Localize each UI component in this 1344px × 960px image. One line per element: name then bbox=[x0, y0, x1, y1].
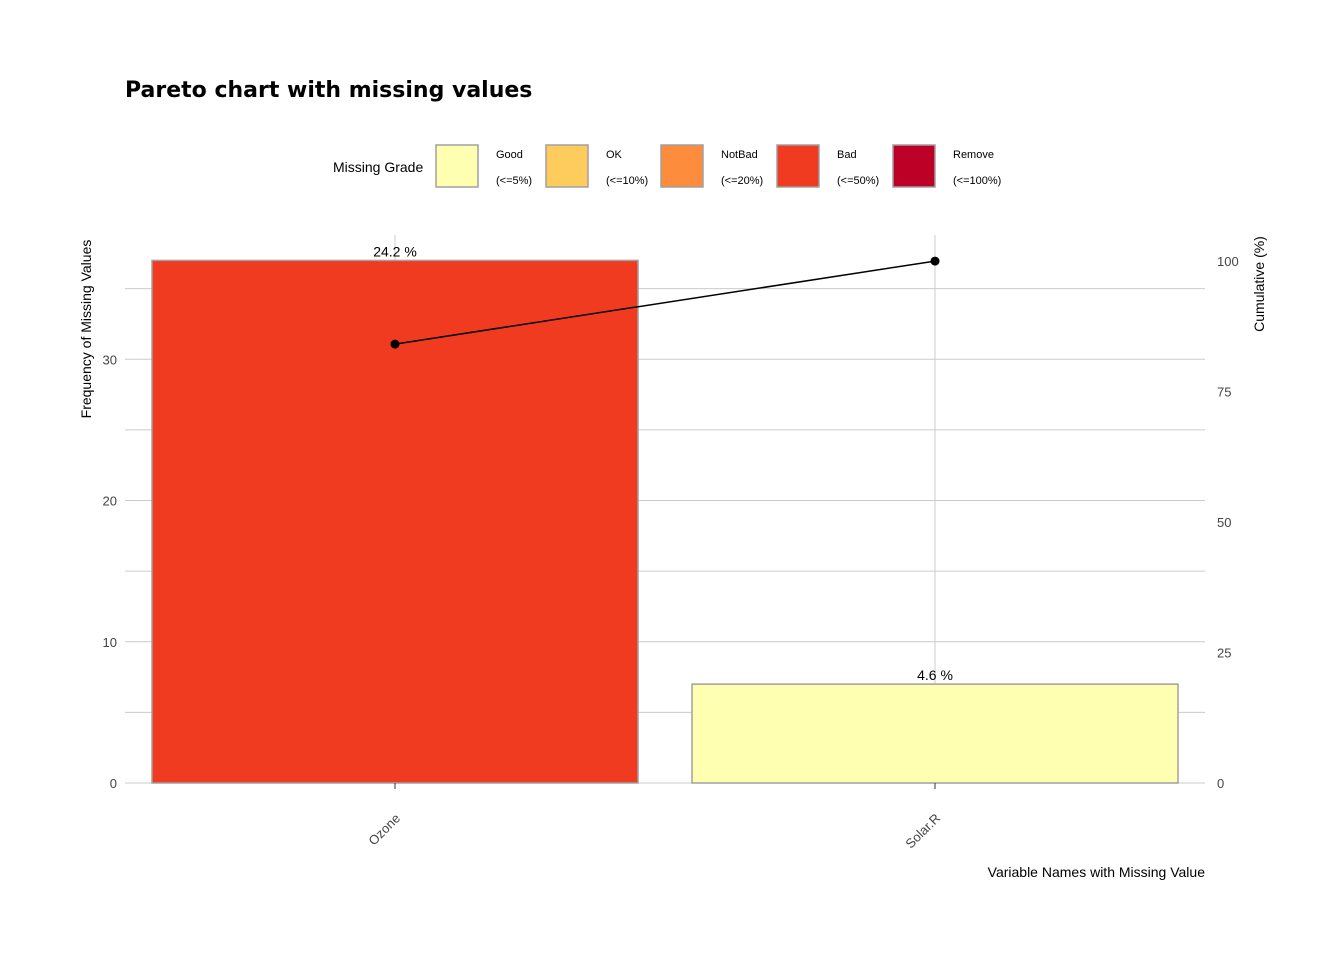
y-tick-label: 30 bbox=[103, 352, 117, 367]
legend-item-name: OK bbox=[606, 149, 623, 161]
y2-tick-label: 100 bbox=[1217, 254, 1239, 269]
legend-title: Missing Grade bbox=[333, 159, 423, 175]
y-axis-title: Frequency of Missing Values bbox=[78, 240, 94, 419]
legend-key-good bbox=[435, 144, 479, 188]
legend-item-range: (<=5%) bbox=[496, 175, 532, 187]
legend-item-name: Remove bbox=[953, 149, 994, 161]
cumulative-line bbox=[390, 256, 940, 349]
bar-solar-r bbox=[691, 683, 1179, 784]
x-axis: Ozone Solar.R bbox=[365, 783, 943, 851]
y2-tick-label: 50 bbox=[1217, 515, 1231, 530]
y-tick-label: 20 bbox=[103, 494, 117, 509]
bar-ozone bbox=[151, 259, 639, 784]
x-tick-label: Ozone bbox=[365, 811, 403, 849]
legend-item-name: NotBad bbox=[721, 149, 758, 161]
bars bbox=[151, 259, 1179, 784]
legend-key-remove bbox=[892, 144, 936, 188]
y2-tick-label: 75 bbox=[1217, 385, 1231, 400]
cumulative-line-path bbox=[394, 260, 936, 345]
legend-item-range: (<=50%) bbox=[837, 175, 879, 187]
legend-key-bad bbox=[776, 144, 820, 188]
y-tick-label: 10 bbox=[103, 635, 117, 650]
y-tick-label: 0 bbox=[110, 776, 117, 791]
x-tick-label: Solar.R bbox=[902, 811, 943, 852]
legend-item-range: (<=100%) bbox=[953, 175, 1001, 187]
cumulative-point bbox=[390, 339, 400, 349]
y2-tick-label: 0 bbox=[1217, 776, 1224, 791]
legend-item-range: (<=20%) bbox=[721, 175, 763, 187]
y2-axis-title: Cumulative (%) bbox=[1251, 236, 1267, 332]
legend-key-notbad bbox=[660, 144, 704, 188]
bar-labels: 24.2 % 4.6 % bbox=[373, 243, 953, 683]
y2-tick-label: 25 bbox=[1217, 646, 1231, 661]
legend-item-name: Good bbox=[496, 149, 523, 161]
legend: Missing Grade Good (<=5%) OK (<=10%) NotBad (… bbox=[333, 144, 1001, 188]
legend-item-range: (<=10%) bbox=[606, 175, 648, 187]
bar-value-label: 24.2 % bbox=[373, 243, 417, 259]
legend-key-ok bbox=[545, 144, 589, 188]
x-axis-title: Variable Names with Missing Value bbox=[988, 864, 1206, 880]
y-axis: 0 10 20 30 bbox=[103, 352, 117, 791]
bar-value-label: 4.6 % bbox=[917, 667, 953, 683]
y2-axis: 0 25 50 75 100 bbox=[1217, 254, 1239, 791]
cumulative-point bbox=[930, 256, 940, 266]
legend-item-name: Bad bbox=[837, 149, 857, 161]
chart-title: Pareto chart with missing values bbox=[125, 78, 532, 103]
